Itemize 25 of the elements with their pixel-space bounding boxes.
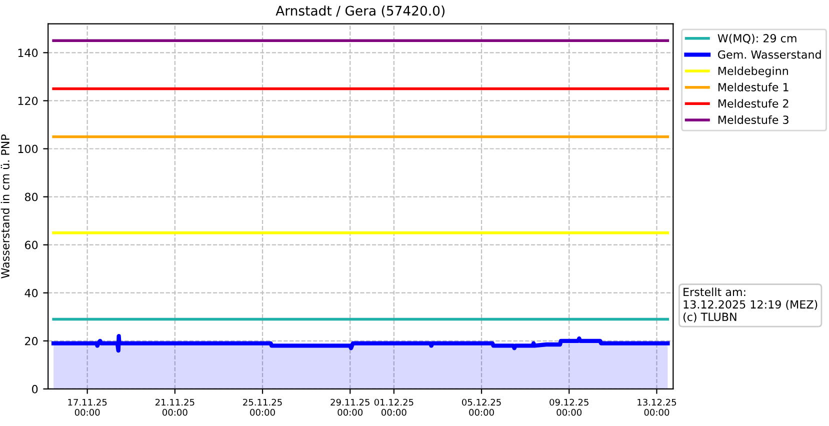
x-tick-label: 05.12.25 00:00	[462, 398, 501, 416]
x-tick-label: 29.11.25 00:00	[330, 398, 370, 416]
x-tick-label: 25.11.25 00:00	[243, 398, 282, 416]
y-tick-label: 100	[18, 144, 38, 154]
legend-label: Meldestufe 3	[718, 115, 788, 124]
x-tick-label: 13.12.25 00:00	[638, 398, 676, 416]
legend-label: W(MQ): 29 cm	[718, 34, 796, 44]
y-tick-label: 140	[18, 48, 38, 58]
legend-label: Meldebeginn	[718, 66, 788, 78]
y-tick-label: 120	[18, 96, 38, 106]
y-tick-label: 0	[32, 384, 38, 394]
legend-label: Gem. Wasserstand	[718, 50, 821, 59]
legend-label: Meldestufe 2	[718, 99, 788, 108]
text: Erstellt am: 13.12.2025 12:19 (MEZ) (c) TLUBN	[683, 288, 818, 322]
x-tick-label: 17.11.25 00:00	[68, 398, 107, 416]
x-tick-label: 01.12.25 00:00	[374, 398, 414, 416]
x-tick-label: 09.12.25 00:00	[550, 398, 588, 416]
x-tick-label: 21.11.25 00:00	[155, 398, 194, 416]
chart-title: Arnstadt / Gera (57420.0)	[276, 5, 444, 18]
legend-label: Meldestufe 1	[718, 82, 788, 92]
y-axis-title: Wasserstand in cm ü. PNP	[0, 134, 10, 278]
y-tick-label: 80	[24, 192, 38, 202]
y-tick-label: 40	[24, 288, 38, 298]
y-tick-label: 20	[25, 336, 38, 346]
y-tick-label: 60	[24, 240, 38, 250]
